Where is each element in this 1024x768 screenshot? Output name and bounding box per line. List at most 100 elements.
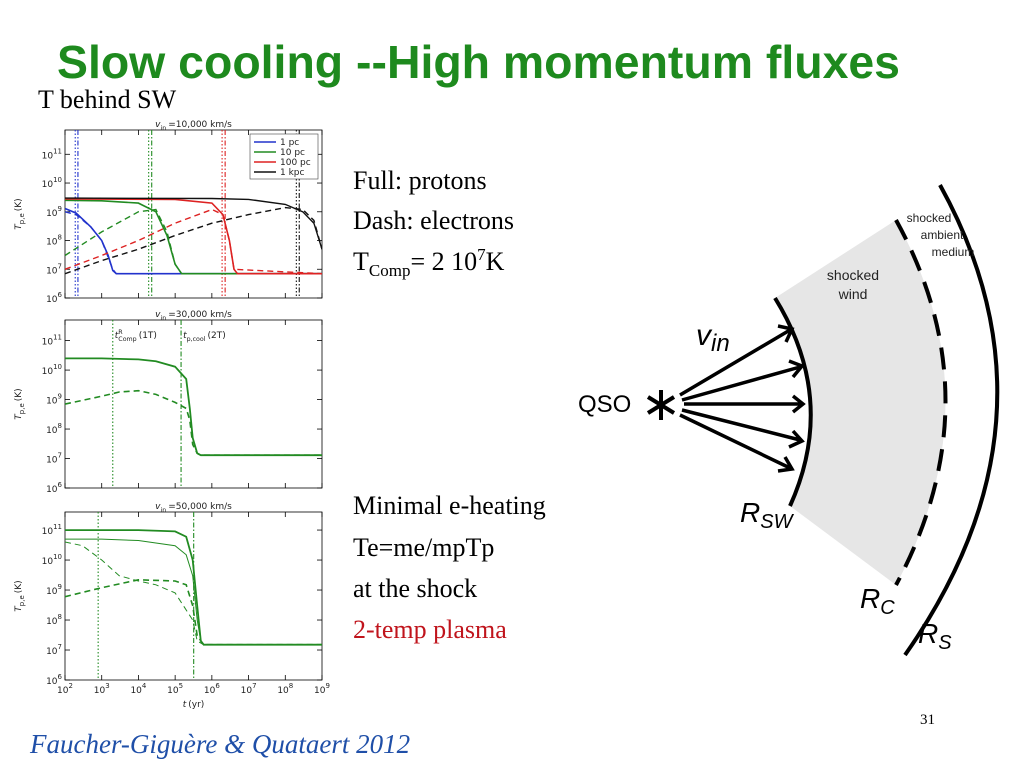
tick-base: 10 — [57, 686, 69, 696]
arrow — [681, 359, 805, 402]
symbol: v — [155, 310, 161, 320]
tick-base: 10 — [46, 426, 58, 436]
note-highlight: 2-temp plasma — [353, 615, 507, 644]
y-tick-label: 106 — [46, 673, 62, 687]
tick-exponent: 5 — [179, 682, 183, 690]
tick-exponent: 8 — [58, 422, 62, 430]
slide-title: Slow cooling --High momentum fluxes — [57, 36, 900, 88]
tick-base: 10 — [46, 587, 58, 597]
symbol: T — [14, 413, 24, 420]
text: (K) — [14, 198, 24, 211]
tick-exponent: 9 — [58, 205, 62, 213]
y-tick-label: 108 — [46, 613, 62, 627]
tick-base: 10 — [241, 686, 253, 696]
text: =10,000 km/s — [168, 120, 232, 130]
note: Minimal e-heating — [353, 491, 546, 520]
subscript: in — [160, 125, 166, 132]
arrow — [681, 408, 805, 449]
qso-star — [646, 390, 676, 420]
label-line: shocked — [907, 211, 952, 225]
text: (yr) — [188, 700, 204, 710]
note-symbol: T — [353, 247, 369, 276]
rich-label: tp,cool (2T) — [183, 331, 226, 343]
rich-label: vin =50,000 km/s — [155, 502, 232, 514]
subscript: p,cool — [187, 336, 206, 343]
label-symbol: R — [860, 583, 880, 614]
symbol: t — [183, 331, 187, 341]
tick-base: 10 — [46, 209, 58, 219]
x-tick-label: 106 — [204, 682, 220, 696]
x-tick-label: 104 — [130, 682, 146, 696]
tick-exponent: 6 — [58, 481, 63, 489]
tick-base: 10 — [94, 686, 106, 696]
label-line: ambient — [921, 228, 964, 242]
y-tick-label: 107 — [46, 452, 62, 466]
label-subscript: in — [711, 330, 730, 357]
superscript: R — [118, 329, 123, 336]
rich-label: vin =10,000 km/s — [155, 120, 232, 132]
tick-base: 10 — [42, 527, 54, 537]
text: (1T) — [139, 331, 157, 341]
y-tick-label: 107 — [46, 643, 62, 657]
tick-base: 10 — [314, 686, 326, 696]
legend-label: 100 pc — [280, 158, 311, 168]
subscript: Comp — [118, 336, 136, 343]
tick-exponent: 11 — [53, 523, 62, 531]
tick-base: 10 — [46, 397, 58, 407]
rich-label: Tp,e (K) — [14, 388, 26, 419]
x-tick-label: 107 — [241, 682, 257, 696]
tick-exponent: 2 — [68, 682, 72, 690]
tick-exponent: 4 — [142, 682, 147, 690]
x-tick-label: 109 — [314, 682, 330, 696]
tick-base: 10 — [46, 295, 58, 305]
tick-base: 10 — [204, 686, 216, 696]
text: =30,000 km/s — [168, 310, 232, 320]
text: =50,000 km/s — [168, 502, 232, 512]
note: Dash: electrons — [353, 206, 514, 235]
tick-exponent: 7 — [58, 452, 62, 460]
tick-exponent: 3 — [105, 682, 109, 690]
arrows — [679, 324, 806, 473]
tick-base: 10 — [46, 456, 58, 466]
label-subscript: SW — [760, 511, 794, 533]
note: Te=me/mpTp — [353, 533, 494, 562]
tick-base: 10 — [46, 266, 58, 276]
y-tick-label: 109 — [46, 583, 62, 597]
note: Full: protons — [353, 166, 487, 195]
rs-label: RS — [918, 618, 952, 654]
y-tick-label: 108 — [46, 234, 62, 248]
x-tick-label: 108 — [277, 682, 293, 696]
tick-exponent: 6 — [58, 291, 63, 299]
vin-label: vin — [696, 319, 730, 357]
tick-exponent: 9 — [58, 393, 62, 401]
rich-label: Tp,e (K) — [14, 198, 26, 229]
tick-exponent: 7 — [252, 682, 256, 690]
note-superscript: 7 — [477, 245, 486, 264]
y-tick-label: 1010 — [42, 553, 62, 567]
shocked-wind-region — [775, 220, 946, 585]
tick-base: 10 — [46, 617, 58, 627]
rich-label: Tp,e (K) — [14, 580, 26, 611]
x-tick-label: 103 — [94, 682, 110, 696]
tick-exponent: 8 — [289, 682, 293, 690]
label-line: shocked — [827, 267, 879, 283]
label-line: medium — [932, 245, 975, 259]
tick-base: 10 — [42, 367, 54, 377]
rich-label: t (yr) — [183, 700, 205, 710]
label-line: wind — [838, 286, 868, 302]
notes: Full: protons Dash: electrons TComp= 2 1… — [353, 166, 546, 644]
symbol: v — [155, 120, 161, 130]
subscript: p,e — [18, 403, 26, 414]
tick-base: 10 — [46, 238, 58, 248]
tick-base: 10 — [42, 151, 54, 161]
plot-frame — [64, 319, 323, 489]
y-tick-label: 1010 — [42, 176, 62, 190]
note-text: K — [486, 247, 505, 276]
series-line — [65, 206, 322, 275]
rc-arc — [894, 219, 948, 586]
series-line — [65, 578, 322, 646]
series-line — [65, 197, 322, 250]
tick-exponent: 10 — [53, 176, 62, 184]
symbol: T — [14, 223, 24, 230]
